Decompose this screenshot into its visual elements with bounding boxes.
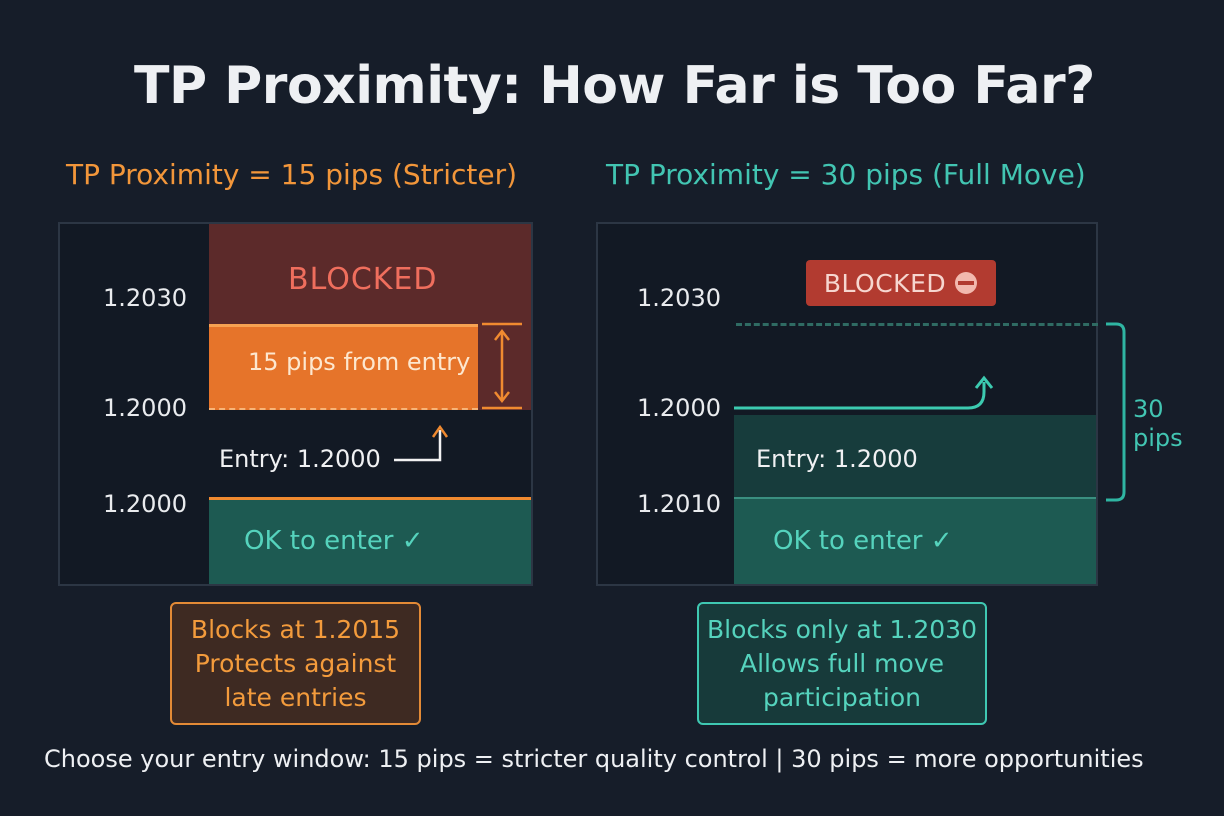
right-entry-zone <box>734 415 1096 499</box>
right-ok-zone <box>734 499 1096 584</box>
left-ok-zone <box>209 500 531 584</box>
left-entry-arrow-icon <box>394 424 449 462</box>
left-entry-label: Entry: 1.2000 <box>219 445 381 473</box>
left-zone-dashed-line <box>209 408 478 410</box>
right-price-mid: 1.2000 <box>637 394 721 422</box>
left-proximity-zone <box>209 324 478 410</box>
right-price-low: 1.2010 <box>637 490 721 518</box>
right-ok-label: OK to enter ✓ <box>773 526 953 556</box>
left-zone-label: 15 pips from entry <box>248 348 471 376</box>
right-price-path-icon <box>734 375 994 410</box>
left-price-low: 1.2000 <box>103 490 187 518</box>
left-entry-line <box>209 497 531 500</box>
left-blocked-label: BLOCKED <box>288 262 438 297</box>
left-price-top: 1.2030 <box>103 284 187 312</box>
right-bracket-unit: pips <box>1133 424 1183 452</box>
right-bracket-icon <box>1106 322 1126 502</box>
right-blocked-label: BLOCKED <box>823 268 947 298</box>
right-heading: TP Proximity = 30 pips (Full Move) <box>606 158 1086 191</box>
right-note-box: Blocks only at 1.2030 Allows full move p… <box>697 602 987 725</box>
left-measure-arrow-icon <box>482 322 522 410</box>
page-title: TP Proximity: How Far is Too Far? <box>134 56 1095 116</box>
left-note-line-3: late entries <box>224 682 367 712</box>
right-entry-label: Entry: 1.2000 <box>756 445 918 473</box>
right-price-top: 1.2030 <box>637 284 721 312</box>
left-note-line-2: Protects against <box>194 648 397 678</box>
right-entry-line <box>734 497 1096 499</box>
right-bracket-value: 30 <box>1133 395 1164 423</box>
left-note-box: Blocks at 1.2015 Protects against late e… <box>170 602 421 725</box>
left-note-line-1: Blocks at 1.2015 <box>190 614 401 644</box>
right-note-line-1: Blocks only at 1.2030 <box>707 614 977 644</box>
footer-caption: Choose your entry window: 15 pips = stri… <box>44 745 1144 773</box>
right-note-line-3: participation <box>763 682 921 712</box>
left-heading: TP Proximity = 15 pips (Stricter) <box>66 158 518 191</box>
left-ok-label: OK to enter ✓ <box>244 526 424 556</box>
right-blocked-badge: BLOCKED <box>806 260 996 306</box>
right-tp-dashed-line <box>736 323 1098 326</box>
no-entry-icon <box>955 272 978 294</box>
right-note-line-2: Allows full move <box>739 648 945 678</box>
left-price-mid: 1.2000 <box>103 394 187 422</box>
